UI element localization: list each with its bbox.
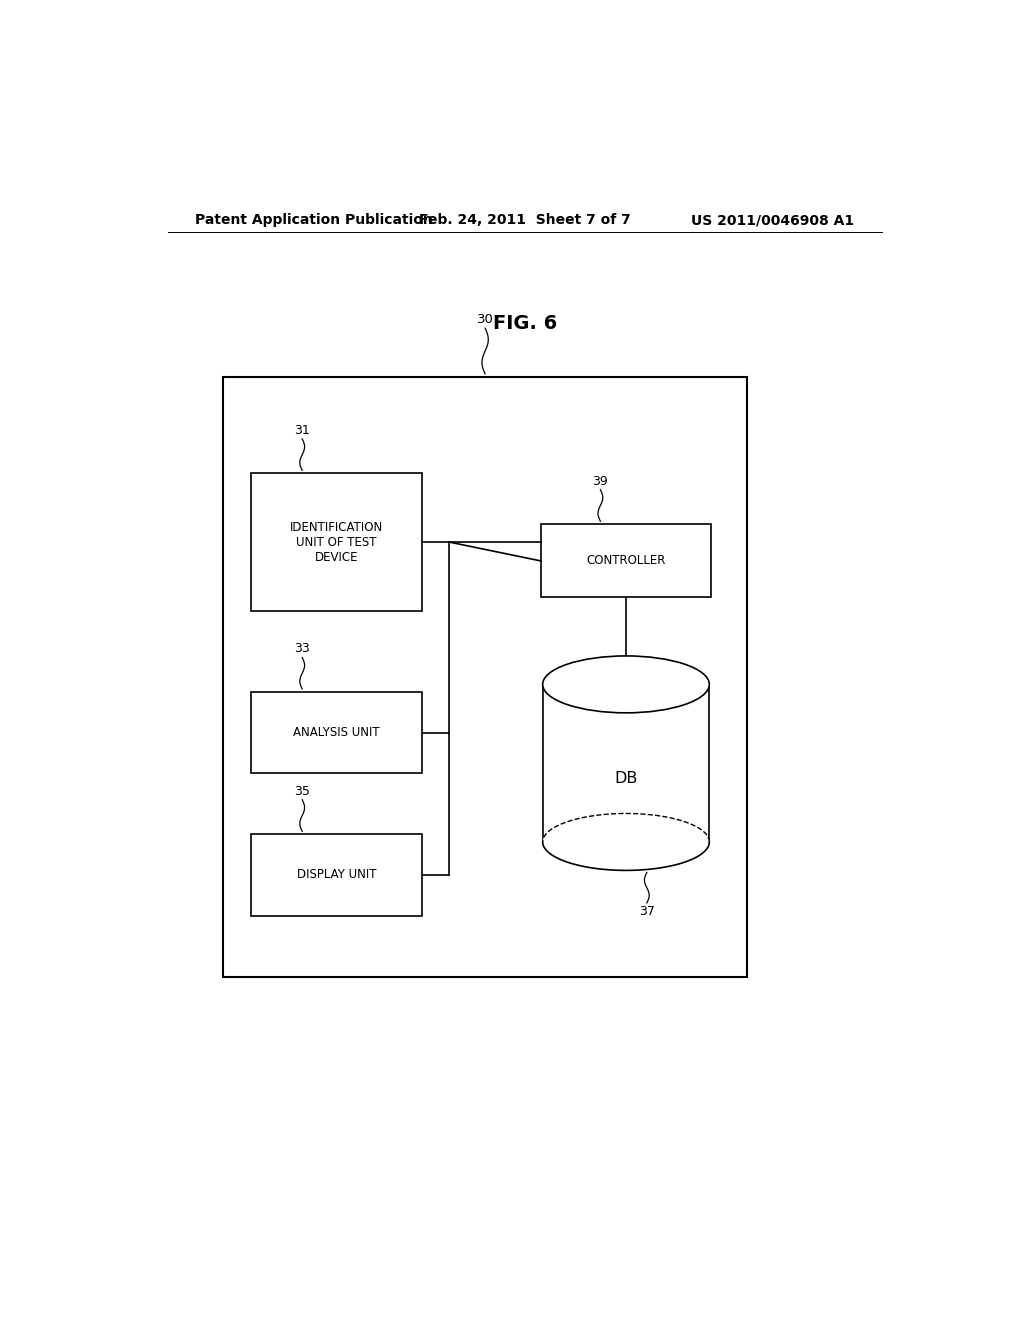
Text: DISPLAY UNIT: DISPLAY UNIT (297, 869, 376, 882)
Text: DB: DB (614, 771, 638, 785)
Text: 33: 33 (294, 643, 310, 656)
Text: FIG. 6: FIG. 6 (493, 314, 557, 333)
Bar (541, 524, 712, 598)
Text: 37: 37 (639, 906, 654, 917)
Text: 30: 30 (477, 313, 494, 326)
Text: 39: 39 (593, 475, 608, 487)
Text: Patent Application Publication: Patent Application Publication (196, 214, 433, 227)
Ellipse shape (543, 656, 710, 713)
Bar (251, 692, 422, 774)
Bar (251, 474, 422, 611)
Text: US 2011/0046908 A1: US 2011/0046908 A1 (691, 214, 854, 227)
Ellipse shape (543, 813, 710, 870)
Bar (223, 378, 748, 977)
Text: IDENTIFICATION
UNIT OF TEST
DEVICE: IDENTIFICATION UNIT OF TEST DEVICE (290, 520, 383, 564)
Text: 31: 31 (294, 424, 310, 437)
Text: Feb. 24, 2011  Sheet 7 of 7: Feb. 24, 2011 Sheet 7 of 7 (419, 214, 631, 227)
Bar (251, 834, 422, 916)
Text: CONTROLLER: CONTROLLER (587, 554, 666, 568)
Text: ANALYSIS UNIT: ANALYSIS UNIT (293, 726, 380, 739)
Text: 35: 35 (294, 784, 310, 797)
